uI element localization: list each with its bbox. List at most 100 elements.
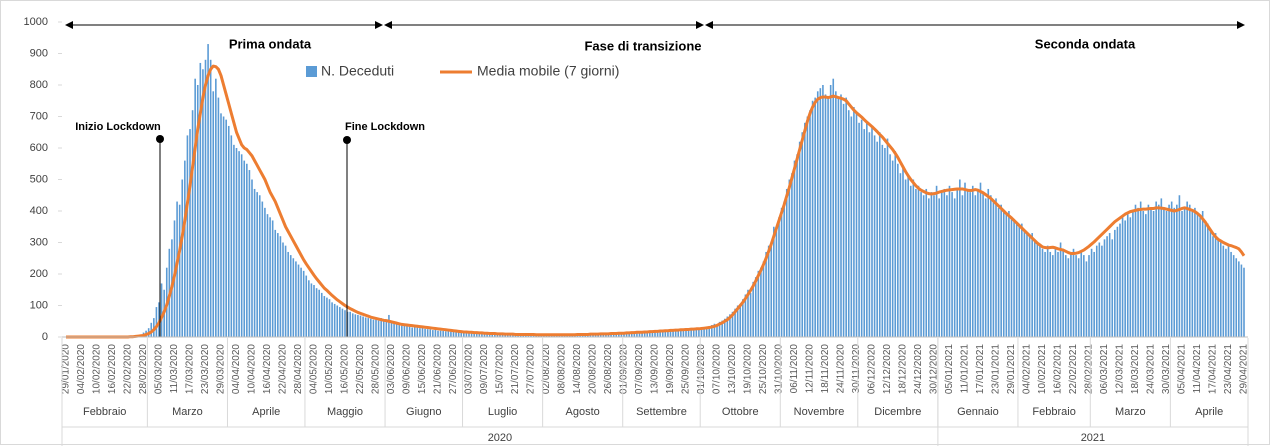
month-label: Aprile [252, 406, 280, 418]
bar [618, 333, 620, 337]
bar [253, 188, 256, 337]
bar [664, 331, 667, 337]
bar [819, 88, 822, 338]
bar [612, 333, 615, 337]
bar [460, 332, 463, 337]
bar [395, 324, 398, 337]
bar [429, 329, 432, 337]
bar [902, 166, 904, 337]
bar [411, 327, 413, 337]
bar [292, 258, 295, 337]
bar [1225, 248, 1227, 337]
bar [966, 188, 969, 337]
bar [623, 332, 625, 337]
bar [863, 129, 866, 337]
bar [785, 188, 788, 337]
bar [199, 62, 202, 337]
bar [630, 333, 633, 337]
bar [375, 319, 377, 337]
bar [362, 316, 364, 337]
bar [367, 318, 370, 337]
bar [605, 334, 607, 337]
bar [1124, 220, 1126, 337]
phase-label: Seconda ondata [1035, 36, 1136, 51]
bar [837, 97, 840, 337]
bar [506, 334, 509, 337]
bar [948, 185, 951, 337]
bar [1103, 239, 1106, 337]
x-tick-label: 24/03/2021 [1146, 344, 1157, 394]
bar [1212, 236, 1214, 337]
bar [313, 285, 315, 337]
bar [1214, 233, 1217, 337]
bar [840, 94, 842, 337]
bar [1059, 242, 1062, 337]
bar [716, 324, 718, 337]
bar [155, 307, 158, 337]
x-tick-label: 15/06/2020 [417, 344, 428, 394]
bar [1083, 255, 1085, 337]
bar [1075, 255, 1077, 337]
month-label: Agosto [566, 406, 600, 418]
lockdown-label: Inizio Lockdown [75, 121, 161, 133]
bar [971, 185, 974, 337]
bar [217, 97, 220, 337]
bar [1232, 255, 1235, 337]
bar [692, 328, 695, 337]
bar [788, 179, 791, 337]
bar [424, 328, 426, 337]
bar [377, 320, 380, 337]
bar [672, 329, 674, 337]
x-tick-label: 22/02/2020 [123, 344, 134, 394]
bar [1010, 217, 1013, 337]
bar [426, 329, 429, 337]
bar [915, 188, 917, 337]
bar [695, 329, 698, 337]
bar [871, 125, 873, 337]
bar [765, 251, 767, 337]
bar [344, 310, 346, 337]
bar [196, 85, 199, 337]
bar [1039, 245, 1041, 337]
bar [654, 331, 656, 337]
bar [801, 132, 804, 337]
x-tick-label: 05/04/2021 [1177, 344, 1188, 394]
bar [878, 132, 881, 337]
bar [1183, 207, 1186, 337]
bar [739, 307, 742, 337]
bar [992, 201, 995, 337]
bar [602, 333, 605, 337]
bar [468, 332, 470, 337]
bars [124, 44, 1245, 338]
bar [305, 275, 308, 337]
bar [1168, 204, 1170, 337]
bar [336, 305, 339, 337]
bar [1134, 204, 1137, 337]
bar [705, 326, 708, 337]
bar [1243, 267, 1245, 337]
bar [447, 331, 450, 337]
bar [757, 270, 760, 337]
bar [186, 135, 189, 337]
bar [783, 201, 785, 337]
bar [1157, 204, 1160, 337]
bar [331, 302, 333, 337]
bar [444, 331, 447, 337]
bar [773, 226, 775, 337]
x-tick-label: 17/03/2020 [185, 344, 196, 394]
bar [1041, 248, 1044, 337]
bar [359, 315, 362, 337]
bar [703, 327, 705, 337]
bar [659, 331, 661, 337]
bar [1064, 255, 1067, 337]
bar [685, 329, 687, 337]
bar [463, 332, 465, 337]
bar [1021, 223, 1023, 337]
bar [207, 44, 209, 338]
bar [884, 148, 886, 337]
bar [364, 317, 367, 337]
x-tick-label: 06/11/2020 [789, 344, 800, 394]
legend-label: Media mobile (7 giorni) [477, 63, 619, 79]
bar [736, 305, 739, 337]
